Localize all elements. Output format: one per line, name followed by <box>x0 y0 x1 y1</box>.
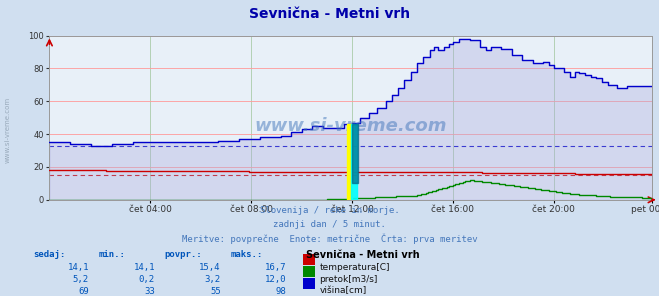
Text: zadnji dan / 5 minut.: zadnji dan / 5 minut. <box>273 220 386 229</box>
Text: temperatura[C]: temperatura[C] <box>320 263 390 272</box>
Text: maks.:: maks.: <box>231 250 263 259</box>
Text: Meritve: povprečne  Enote: metrične  Črta: prva meritev: Meritve: povprečne Enote: metrične Črta:… <box>182 234 477 244</box>
Text: 16,7: 16,7 <box>265 263 287 272</box>
Text: 14,1: 14,1 <box>67 263 89 272</box>
Text: 69: 69 <box>78 287 89 295</box>
Text: 5,2: 5,2 <box>73 275 89 284</box>
Bar <box>347 124 353 200</box>
Text: www.si-vreme.com: www.si-vreme.com <box>254 117 447 135</box>
Bar <box>353 124 358 183</box>
Text: 3,2: 3,2 <box>205 275 221 284</box>
Text: 33: 33 <box>144 287 155 295</box>
Text: povpr.:: povpr.: <box>165 250 202 259</box>
Text: Sevnična - Metni vrh: Sevnična - Metni vrh <box>306 250 420 260</box>
Bar <box>351 124 357 200</box>
Text: min.:: min.: <box>99 250 126 259</box>
Text: Sevnična - Metni vrh: Sevnična - Metni vrh <box>249 7 410 21</box>
Text: višina[cm]: višina[cm] <box>320 287 367 295</box>
Text: 55: 55 <box>210 287 221 295</box>
Text: 98: 98 <box>276 287 287 295</box>
Text: 15,4: 15,4 <box>199 263 221 272</box>
Text: 0,2: 0,2 <box>139 275 155 284</box>
Text: 12,0: 12,0 <box>265 275 287 284</box>
Text: sedaj:: sedaj: <box>33 250 65 259</box>
Text: 14,1: 14,1 <box>133 263 155 272</box>
Text: Slovenija / reke in morje.: Slovenija / reke in morje. <box>260 206 399 215</box>
Text: pretok[m3/s]: pretok[m3/s] <box>320 275 378 284</box>
Text: www.si-vreme.com: www.si-vreme.com <box>5 97 11 163</box>
